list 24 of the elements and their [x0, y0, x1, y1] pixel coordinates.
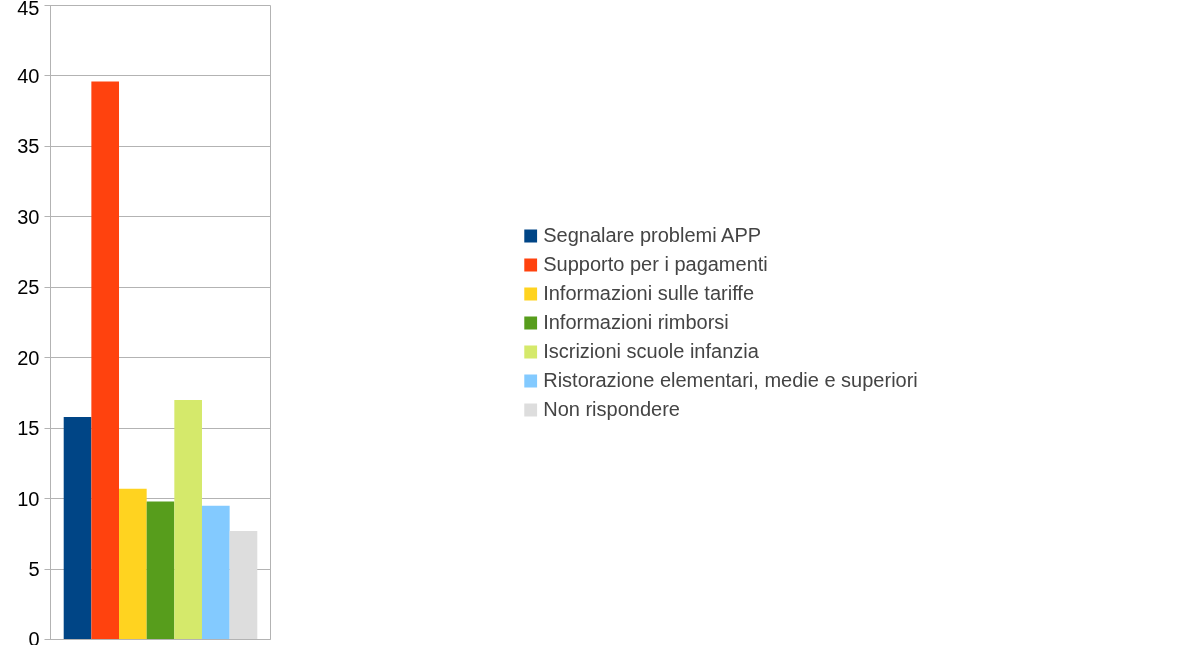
legend-label: Ristorazione elementari, medie e superiori: [543, 368, 918, 392]
legend-label: Non rispondere: [543, 397, 680, 421]
bar: [174, 399, 202, 640]
y-tick-label: 10: [17, 487, 40, 510]
y-tick-label: 20: [17, 346, 40, 369]
y-tick-label: 35: [17, 135, 40, 158]
legend-label: Informazioni sulle tariffe: [543, 281, 755, 305]
y-tick-label: 5: [28, 558, 40, 581]
y-tick-label: 30: [17, 205, 40, 228]
legend-label: Informazioni rimborsi: [543, 310, 729, 334]
bar: [201, 505, 230, 640]
bar: [91, 81, 120, 640]
bar: [229, 531, 258, 640]
legend-label: Segnalare problemi APP: [543, 223, 762, 247]
legend-label: Iscrizioni scuole infanzia: [543, 339, 759, 363]
y-tick-label: 15: [17, 417, 40, 440]
y-tick-label: 0: [28, 627, 40, 650]
y-tick-label: 45: [17, 0, 40, 19]
y-tick-label: 40: [17, 64, 40, 87]
legend-label: Supporto per i pagamenti: [543, 252, 768, 276]
bar: [119, 488, 147, 640]
y-tick-label: 25: [17, 276, 40, 299]
bar: [146, 501, 175, 640]
bar: [63, 416, 92, 640]
